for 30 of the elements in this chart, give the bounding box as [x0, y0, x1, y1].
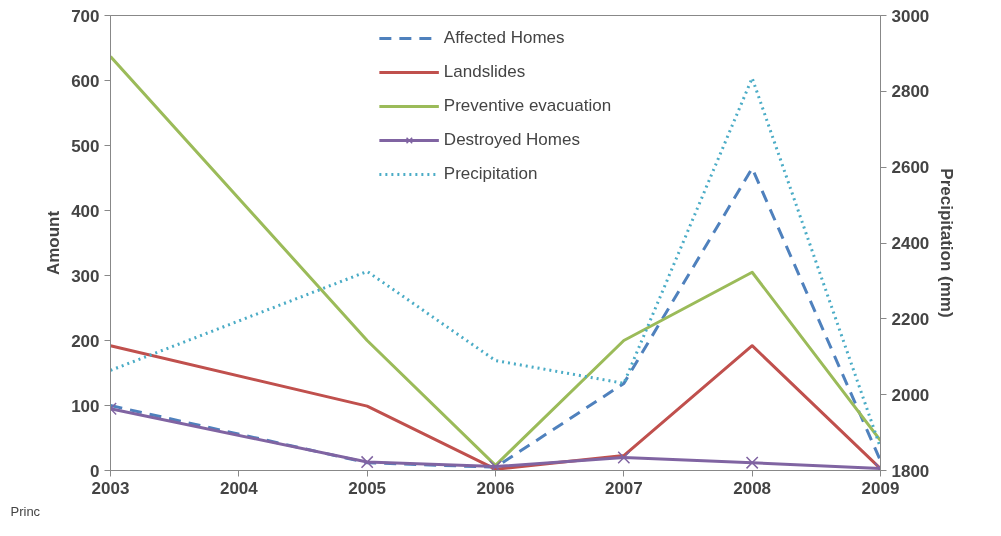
y2-tick-label: 2600 — [891, 158, 930, 178]
text: Princ — [10, 503, 41, 519]
y2-tick-label: 2000 — [891, 385, 930, 405]
x-tick-label: 2008 — [733, 478, 772, 498]
y-tick-label: 200 — [71, 331, 100, 351]
y2-tick-label: 1800 — [891, 461, 930, 481]
y2-tick-label: 2200 — [891, 309, 930, 329]
legend-label: Preventive evacuation — [443, 95, 612, 117]
y2-tick-label: 3000 — [891, 6, 930, 26]
y-tick-label: 700 — [71, 6, 100, 26]
y-tick-label: 100 — [71, 396, 100, 416]
y-tick-label: 0 — [90, 461, 100, 481]
y-tick-label: 400 — [71, 201, 100, 221]
x-tick-label: 2003 — [91, 478, 130, 498]
y2-axis-title: Precipitation (mm) — [937, 168, 957, 318]
x-tick-label: 2009 — [861, 478, 900, 498]
legend-label: Landslides — [443, 61, 526, 83]
y-tick-label: 600 — [71, 71, 100, 91]
x-tick-label: 2007 — [604, 478, 643, 498]
y-tick-label: 500 — [71, 136, 100, 156]
y2-tick-label: 2400 — [891, 234, 930, 253]
legend-label: Precipitation — [443, 163, 538, 185]
x-tick-label: 2006 — [476, 478, 515, 498]
x-tick-label: 2005 — [348, 478, 387, 498]
y2-tick-label: 2800 — [891, 82, 930, 102]
legend-label: Destroyed Homes — [443, 129, 580, 151]
y-axis-title: Amount — [44, 210, 64, 276]
legend-label: Affected Homes — [443, 27, 565, 49]
x-tick-label: 2004 — [219, 478, 259, 498]
y-tick-label: 300 — [71, 266, 100, 286]
